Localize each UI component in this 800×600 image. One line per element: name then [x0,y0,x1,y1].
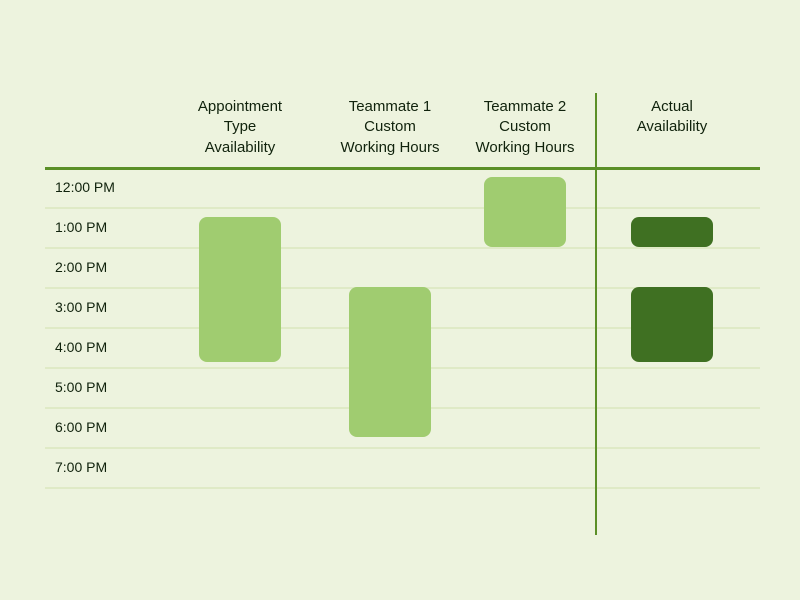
time-label: 5:00 PM [55,379,107,395]
grid-line [45,487,760,489]
actual-block-2 [631,287,713,362]
column-header: Actual Availability [602,97,742,138]
appt-type-block [199,217,281,362]
column-header: Appointment Type Availability [170,97,310,158]
column-header: Teammate 1 Custom Working Hours [320,97,460,158]
teammate1-block [349,287,431,437]
time-label: 2:00 PM [55,259,107,275]
time-label: 12:00 PM [55,179,115,195]
time-label: 4:00 PM [55,339,107,355]
time-label: 6:00 PM [55,419,107,435]
time-label: 7:00 PM [55,459,107,475]
top-rule [45,167,760,170]
teammate2-block [484,177,566,247]
column-header: Teammate 2 Custom Working Hours [455,97,595,158]
grid-line [45,207,760,209]
grid-line [45,247,760,249]
actual-block-1 [631,217,713,247]
grid-line [45,447,760,449]
availability-chart: Appointment Type AvailabilityTeammate 1 … [0,0,800,600]
time-label: 3:00 PM [55,299,107,315]
time-label: 1:00 PM [55,219,107,235]
divider-line [595,93,597,535]
